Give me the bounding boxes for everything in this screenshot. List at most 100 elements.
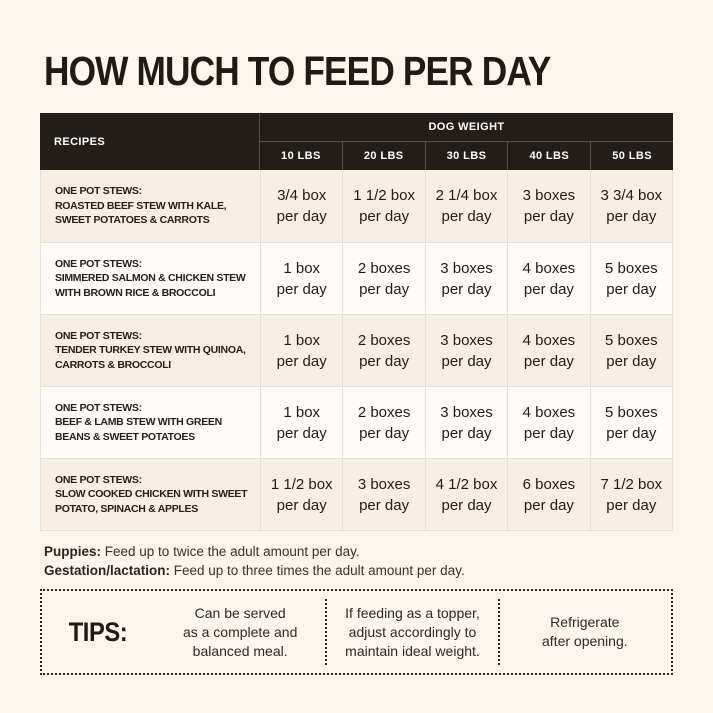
- table-row: ONE POT STEWS: BEEF & LAMB STEW WITH GRE…: [41, 386, 672, 458]
- weight-column-10lbs: 10 LBS: [281, 150, 321, 162]
- tips-box: TIPS: Can be served as a complete and ba…: [40, 589, 673, 675]
- gestation-note-label: Gestation/lactation:: [44, 563, 171, 578]
- serving-freq: per day: [276, 496, 327, 514]
- serving-qty: 3/4 box: [277, 187, 327, 204]
- serving-cell: 3 boxes per day: [342, 459, 424, 530]
- serving-qty: 1 box: [283, 331, 321, 349]
- serving-freq: per day: [359, 424, 410, 442]
- tip-topper: If feeding as a topper, adjust according…: [325, 591, 498, 673]
- table-body: ONE POT STEWS: ROASTED BEEF STEW WITH KA…: [40, 170, 673, 531]
- serving-qty: 3 boxes: [440, 331, 493, 349]
- serving-cell: 5 boxes per day: [589, 387, 672, 458]
- serving-freq: per day: [276, 352, 327, 370]
- serving-freq: per day: [441, 208, 492, 225]
- serving-qty: 4 1/2 box: [435, 475, 498, 493]
- tips-label: TIPS:: [68, 616, 128, 647]
- serving-freq: per day: [606, 496, 657, 514]
- serving-qty: 2 boxes: [357, 331, 411, 349]
- weight-columns-row: 10 LBS 20 LBS 30 LBS 40 LBS 50 LBS: [260, 142, 673, 170]
- serving-cell: 6 boxes per day: [507, 459, 589, 530]
- recipe-type-label: ONE POT STEWS:: [55, 401, 142, 414]
- serving-freq: per day: [441, 496, 492, 514]
- serving-freq: per day: [359, 352, 410, 370]
- recipe-cell: ONE POT STEWS: ROASTED BEEF STEW WITH KA…: [41, 170, 260, 242]
- recipes-column-header: RECIPES: [40, 113, 260, 170]
- serving-qty: 4 boxes: [522, 259, 576, 277]
- page-title: HOW MUCH TO FEED PER DAY: [44, 48, 551, 94]
- serving-qty: 3 boxes: [357, 475, 411, 493]
- serving-freq: per day: [523, 208, 574, 225]
- weight-column-40lbs: 40 LBS: [507, 142, 590, 170]
- recipe-cell: ONE POT STEWS: SLOW COOKED CHICKEN WITH …: [41, 459, 260, 530]
- table-row: ONE POT STEWS: SLOW COOKED CHICKEN WITH …: [41, 458, 672, 530]
- gestation-note: Gestation/lactation: Feed up to three ti…: [44, 561, 465, 580]
- puppies-note-label: Puppies:: [44, 544, 102, 559]
- serving-freq: per day: [441, 352, 492, 370]
- serving-qty: 5 boxes: [605, 259, 658, 277]
- serving-freq: per day: [359, 280, 410, 298]
- weight-column-30lbs: 30 LBS: [424, 142, 508, 170]
- serving-freq: per day: [606, 424, 657, 442]
- serving-freq: per day: [523, 424, 574, 442]
- puppies-note: Puppies: Feed up to twice the adult amou…: [44, 542, 465, 561]
- serving-qty: 2 1/4 box: [435, 187, 498, 204]
- serving-freq: per day: [276, 280, 327, 298]
- recipe-type-label: ONE POT STEWS:: [55, 257, 142, 270]
- serving-freq: per day: [523, 280, 574, 298]
- serving-cell: 4 1/2 box per day: [424, 459, 507, 530]
- weight-column-50lbs: 50 LBS: [590, 142, 673, 170]
- serving-cell: 2 boxes per day: [342, 243, 424, 314]
- serving-qty: 4 boxes: [522, 331, 576, 349]
- serving-cell: 2 boxes per day: [342, 387, 424, 458]
- serving-qty: 3 3/4 box: [600, 187, 663, 204]
- recipe-name: SIMMERED SALMON & CHICKEN STEW WITH BROW…: [55, 272, 246, 299]
- feeding-notes: Puppies: Feed up to twice the adult amou…: [44, 542, 465, 580]
- serving-cell: 4 boxes per day: [507, 387, 589, 458]
- serving-cell: 7 1/2 box per day: [589, 459, 672, 530]
- serving-cell: 1 box per day: [260, 387, 342, 458]
- recipe-name: SLOW COOKED CHICKEN WITH SWEET POTATO, S…: [55, 488, 248, 515]
- recipe-type-label: ONE POT STEWS:: [55, 329, 142, 342]
- recipe-name: ROASTED BEEF STEW WITH KALE, SWEET POTAT…: [55, 199, 227, 227]
- serving-freq: per day: [523, 352, 574, 370]
- tip-refrigerate: Refrigerate after opening.: [497, 591, 671, 673]
- serving-freq: per day: [523, 496, 574, 514]
- puppies-note-text: Feed up to twice the adult amount per da…: [101, 544, 360, 559]
- serving-freq: per day: [606, 280, 657, 298]
- serving-qty: 2 boxes: [357, 403, 411, 421]
- serving-cell: 3 boxes per day: [424, 243, 507, 314]
- serving-freq: per day: [276, 424, 327, 442]
- serving-qty: 7 1/2 box: [600, 475, 663, 493]
- weight-column-20lbs: 20 LBS: [341, 142, 425, 170]
- serving-cell: 3 boxes per day: [424, 387, 507, 458]
- serving-cell: 3 3/4 box per day: [589, 170, 672, 242]
- serving-qty: 5 boxes: [605, 403, 658, 421]
- serving-cell: 2 boxes per day: [342, 315, 424, 386]
- recipe-type-label: ONE POT STEWS:: [55, 185, 142, 198]
- recipe-cell: ONE POT STEWS: BEEF & LAMB STEW WITH GRE…: [41, 387, 260, 458]
- serving-qty: 1 1/2 box: [270, 475, 333, 493]
- gestation-note-text: Feed up to three times the adult amount …: [170, 563, 465, 578]
- serving-freq: per day: [276, 208, 327, 225]
- recipe-cell: ONE POT STEWS: SIMMERED SALMON & CHICKEN…: [41, 243, 260, 314]
- serving-freq: per day: [359, 208, 410, 225]
- serving-qty: 3 boxes: [522, 187, 576, 204]
- recipe-name: TENDER TURKEY STEW WITH QUINOA, CARROTS …: [55, 344, 246, 371]
- recipe-name: BEEF & LAMB STEW WITH GREEN BEANS & SWEE…: [55, 416, 222, 443]
- serving-freq: per day: [606, 208, 657, 225]
- serving-freq: per day: [441, 280, 492, 298]
- serving-freq: per day: [441, 424, 492, 442]
- serving-qty: 1 box: [283, 403, 321, 421]
- table-row: ONE POT STEWS: SIMMERED SALMON & CHICKEN…: [41, 242, 672, 314]
- serving-qty: 1 1/2 box: [353, 187, 415, 204]
- feeding-table: RECIPES DOG WEIGHT 10 LBS 20 LBS 30 LBS …: [40, 113, 673, 531]
- serving-cell: 1 1/2 box per day: [260, 459, 342, 530]
- table-row: ONE POT STEWS: ROASTED BEEF STEW WITH KA…: [41, 170, 672, 242]
- serving-qty: 1 box: [283, 259, 321, 277]
- table-row: ONE POT STEWS: TENDER TURKEY STEW WITH Q…: [41, 314, 672, 386]
- serving-qty: 3 boxes: [440, 259, 493, 277]
- dog-weight-header: DOG WEIGHT: [260, 113, 673, 142]
- serving-cell: 4 boxes per day: [507, 243, 589, 314]
- serving-cell: 3 boxes per day: [507, 170, 589, 242]
- recipe-type-label: ONE POT STEWS:: [55, 473, 142, 486]
